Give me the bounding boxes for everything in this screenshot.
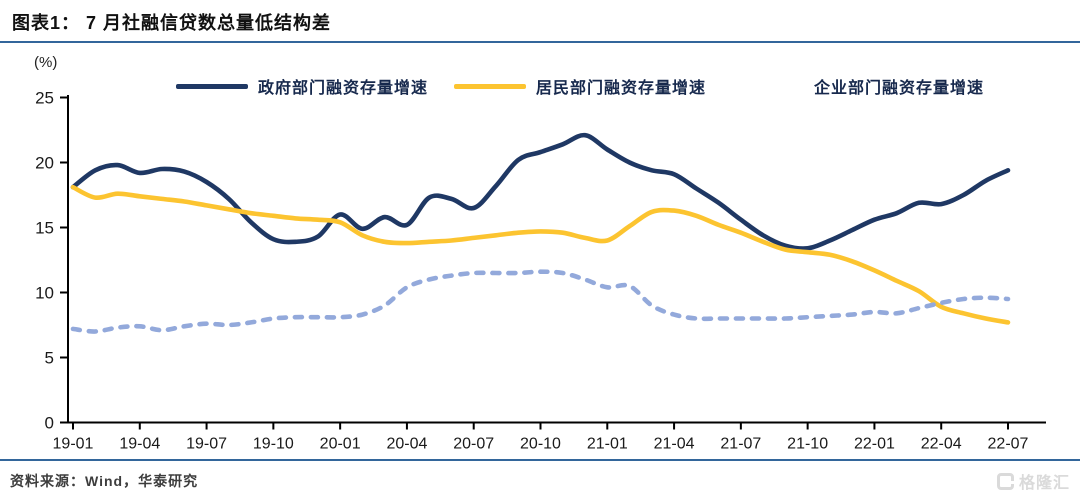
y-axis-unit-label: (%) bbox=[34, 54, 58, 71]
x-tick-label: 19-04 bbox=[119, 436, 160, 453]
legend-label-enterprise: 企业部门融资存量增速 bbox=[814, 80, 985, 97]
legend-item-government: 政府部门融资存量增速 bbox=[175, 74, 428, 98]
legend-item-enterprise: 企业部门融资存量增速 bbox=[732, 74, 984, 98]
x-tick-label: 20-04 bbox=[386, 436, 427, 453]
x-tick-label: 22-07 bbox=[988, 436, 1029, 453]
household-line-swatch-icon bbox=[453, 83, 526, 89]
series-line-household bbox=[70, 184, 1011, 325]
series-line-government bbox=[70, 132, 1011, 251]
gelonghui-logo: 格隆汇 bbox=[996, 469, 1070, 493]
government-line-swatch-icon bbox=[175, 83, 248, 89]
page-title: 图表1： 7 月社融信贷数总量低结构差 bbox=[12, 13, 332, 33]
x-tick-label: 19-07 bbox=[186, 436, 227, 453]
y-tick-label: 20 bbox=[35, 154, 54, 173]
x-tick-label: 21-01 bbox=[587, 436, 628, 453]
gelonghui-logo-text: 格隆汇 bbox=[1018, 475, 1070, 492]
y-tick-label: 10 bbox=[35, 284, 54, 303]
y-tick-label: 5 bbox=[45, 349, 54, 368]
legend-label-government: 政府部门融资存量增速 bbox=[257, 80, 428, 97]
series-line-enterprise bbox=[70, 269, 1011, 334]
x-tick-label: 20-07 bbox=[453, 436, 494, 453]
chart-header: 图表1： 7 月社融信贷数总量低结构差 bbox=[0, 0, 1080, 43]
source-attribution: 资料来源：Wind，华泰研究 bbox=[10, 473, 199, 489]
y-tick-label: 25 bbox=[35, 89, 54, 108]
enterprise-dashed-line-swatch-icon bbox=[732, 84, 804, 89]
y-tick-label: 15 bbox=[35, 219, 54, 238]
x-tick-label: 19-10 bbox=[253, 436, 294, 453]
chart-footer: 资料来源：Wind，华泰研究 格隆汇 bbox=[0, 459, 1080, 498]
legend-label-household: 居民部门融资存量增速 bbox=[535, 80, 706, 97]
x-tick-label: 20-01 bbox=[320, 436, 361, 453]
title-underline bbox=[0, 41, 1080, 43]
chart-legend: 政府部门融资存量增速 居民部门融资存量增速 企业部门融资存量增速 bbox=[80, 74, 1080, 98]
x-tick-label: 22-01 bbox=[854, 436, 895, 453]
x-tick-label: 21-04 bbox=[654, 436, 695, 453]
gelonghui-logo-icon bbox=[996, 472, 1014, 490]
x-tick-label: 22-04 bbox=[921, 436, 962, 453]
x-tick-label: 21-07 bbox=[720, 436, 761, 453]
x-tick-label: 20-10 bbox=[520, 436, 561, 453]
x-tick-label: 19-01 bbox=[53, 436, 94, 453]
y-tick-label: 0 bbox=[45, 414, 54, 433]
legend-item-household: 居民部门融资存量增速 bbox=[453, 74, 706, 98]
x-tick-label: 21-10 bbox=[787, 436, 828, 453]
